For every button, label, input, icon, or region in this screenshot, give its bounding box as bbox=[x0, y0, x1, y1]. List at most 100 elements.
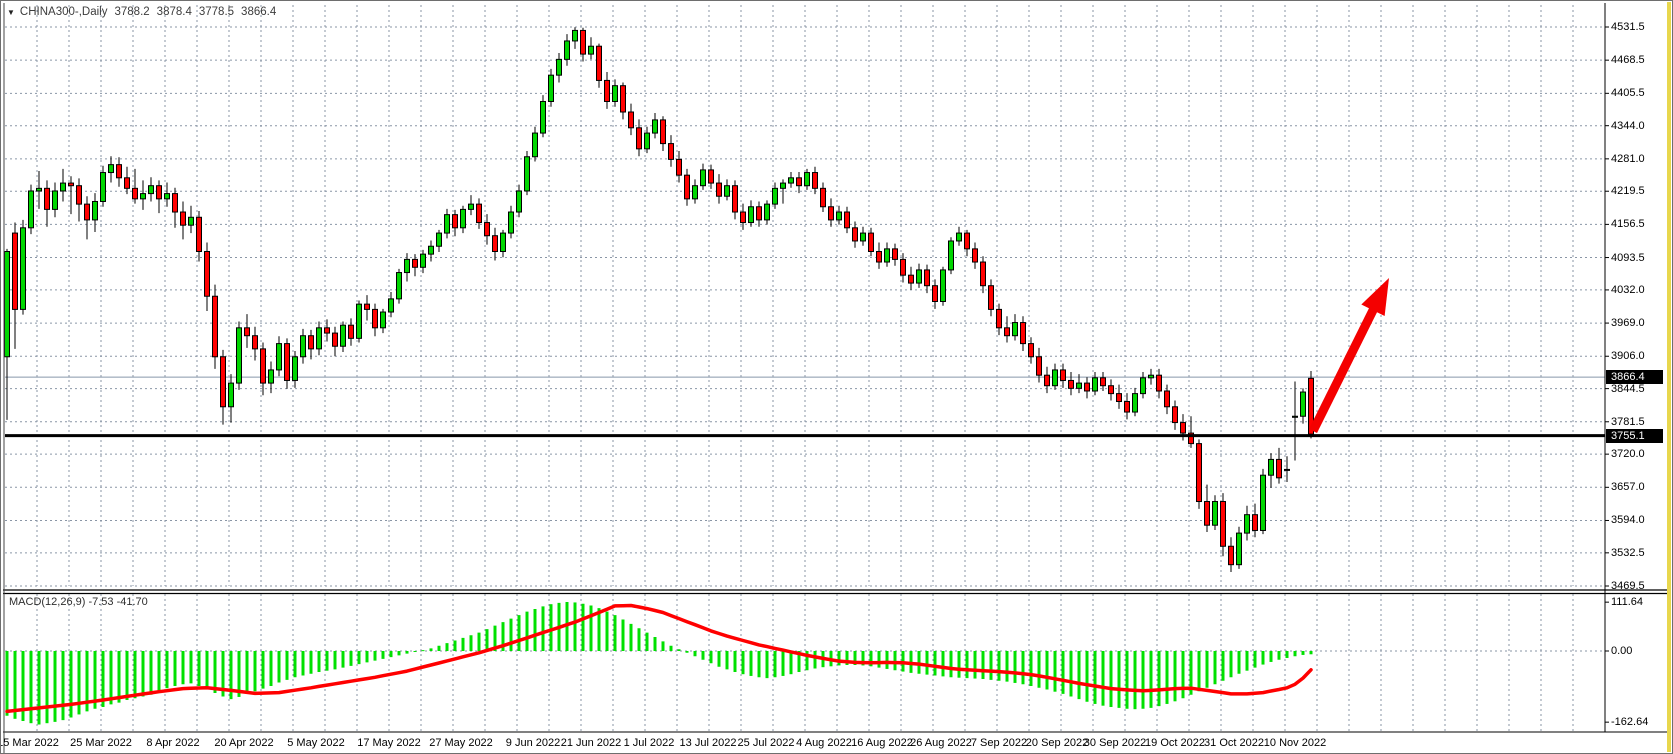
macd-histogram-bar bbox=[1245, 651, 1249, 671]
candle-body-bear bbox=[252, 335, 258, 350]
candle-body-bear bbox=[492, 235, 498, 252]
macd-histogram-bar bbox=[1181, 651, 1185, 699]
candle-body-bear bbox=[876, 250, 882, 263]
macd-histogram-bar bbox=[13, 651, 17, 719]
date-label: 20 Sep 2022 bbox=[1025, 737, 1089, 749]
macd-histogram-bar bbox=[805, 651, 809, 671]
macd-histogram-bar bbox=[1013, 651, 1017, 683]
macd-histogram-bar bbox=[437, 645, 441, 651]
candle-body-bear bbox=[796, 177, 802, 187]
candle-body-bear bbox=[156, 185, 162, 200]
candle-body-bull bbox=[940, 269, 946, 302]
macd-histogram-bar bbox=[205, 651, 209, 690]
candle-body-bear bbox=[1124, 401, 1130, 413]
price-tick-label: 4281.0 bbox=[1611, 152, 1645, 165]
macd-histogram-bar bbox=[1229, 651, 1233, 678]
candle-body-bull bbox=[556, 58, 562, 76]
symbol-dropdown-icon[interactable]: ▼ bbox=[7, 7, 15, 17]
price-tick-label: 3532.5 bbox=[1611, 546, 1645, 559]
macd-histogram-bar bbox=[125, 651, 129, 701]
window-edge-highlight bbox=[1667, 2, 1671, 752]
macd-histogram-bar bbox=[173, 651, 177, 687]
macd-histogram-bar bbox=[581, 603, 585, 651]
macd-histogram-bar bbox=[925, 651, 929, 675]
macd-histogram-bar bbox=[1189, 651, 1193, 695]
candle-body-bear bbox=[676, 158, 682, 176]
macd-histogram-bar bbox=[1117, 651, 1121, 708]
date-label: 25 Jul 2022 bbox=[737, 737, 795, 749]
candle-body-bull bbox=[396, 272, 402, 300]
macd-histogram-bar bbox=[661, 641, 665, 651]
candle-body-bear bbox=[1204, 501, 1210, 526]
candle-body-bull bbox=[428, 245, 434, 255]
macd-histogram-bar bbox=[1221, 651, 1225, 681]
macd-histogram-bar bbox=[949, 651, 953, 678]
candle-body-bear bbox=[476, 203, 482, 224]
candle-body-bear bbox=[628, 111, 634, 129]
macd-histogram-bar bbox=[101, 651, 105, 708]
macd-histogram-bar bbox=[869, 651, 873, 667]
date-label: 17 May 2022 bbox=[357, 737, 421, 749]
candle-body-bull bbox=[164, 193, 170, 200]
macd-histogram-bar bbox=[1085, 651, 1089, 702]
macd-histogram-bar bbox=[957, 651, 961, 678]
macd-histogram-bar bbox=[725, 651, 729, 670]
macd-histogram-bar bbox=[245, 651, 249, 694]
price-tick-label: 4093.5 bbox=[1611, 251, 1645, 264]
candle-body-bear bbox=[1020, 322, 1026, 345]
macd-histogram-bar bbox=[1165, 651, 1169, 704]
candle-body-bear bbox=[76, 185, 82, 205]
candle-body-bear bbox=[244, 327, 250, 337]
macd-histogram-bar bbox=[645, 632, 649, 651]
macd-histogram-bar bbox=[221, 651, 225, 697]
date-label: 21 Jun 2022 bbox=[560, 737, 622, 749]
macd-histogram-bar bbox=[37, 651, 41, 725]
candle-body-bear bbox=[1188, 432, 1194, 445]
macd-histogram-bar bbox=[1077, 651, 1081, 700]
macd-histogram-bar bbox=[77, 651, 81, 715]
macd-histogram-bar bbox=[53, 651, 57, 722]
price-tick-label: 3781.5 bbox=[1611, 415, 1645, 428]
candle-body-bear bbox=[452, 214, 458, 229]
macd-histogram-bar bbox=[813, 651, 817, 669]
candle-body-bull bbox=[508, 211, 514, 234]
macd-histogram-bar bbox=[389, 651, 393, 658]
candle-body-bear bbox=[844, 211, 850, 229]
macd-histogram-bar bbox=[1157, 651, 1161, 707]
candle-body-bear bbox=[1116, 393, 1122, 403]
macd-histogram-bar bbox=[749, 651, 753, 676]
candle-body-bear bbox=[220, 356, 226, 408]
macd-histogram-bar bbox=[261, 651, 265, 689]
candle-body-bull bbox=[524, 156, 530, 192]
candle-body-bear bbox=[988, 285, 994, 310]
candle-body-bull bbox=[100, 172, 106, 202]
macd-histogram-bar bbox=[717, 651, 721, 667]
macd-histogram-bar bbox=[629, 623, 633, 651]
macd-tick-label: 0.00 bbox=[1611, 645, 1633, 657]
macd-histogram-bar bbox=[325, 651, 329, 671]
macd-histogram-bar bbox=[317, 651, 321, 673]
candle-body-bear bbox=[820, 187, 826, 208]
candle-body-bear bbox=[116, 164, 122, 179]
macd-histogram-bar bbox=[61, 651, 65, 721]
current-price-tag: 3866.4 bbox=[1606, 370, 1663, 385]
candle-body-bull bbox=[532, 132, 538, 158]
macd-histogram-bar bbox=[349, 651, 353, 666]
candle-body-bull bbox=[1244, 514, 1250, 534]
candle-body-bear bbox=[68, 182, 74, 187]
macd-histogram-bar bbox=[741, 651, 745, 675]
candle-body-bull bbox=[548, 74, 554, 102]
candle-body-bear bbox=[596, 45, 602, 81]
price-tick-label: 3906.0 bbox=[1611, 350, 1645, 363]
macd-histogram-bar bbox=[165, 651, 169, 689]
candle-body-bull bbox=[1268, 458, 1274, 476]
macd-histogram-bar bbox=[1125, 651, 1129, 709]
candle-body-bull bbox=[804, 172, 810, 187]
candle-body-bull bbox=[460, 208, 466, 229]
macd-histogram-bar bbox=[237, 651, 241, 697]
candle-body-bull bbox=[564, 40, 570, 60]
candle-body-bear bbox=[1060, 369, 1066, 381]
date-label: 30 Sep 2022 bbox=[1083, 737, 1147, 749]
